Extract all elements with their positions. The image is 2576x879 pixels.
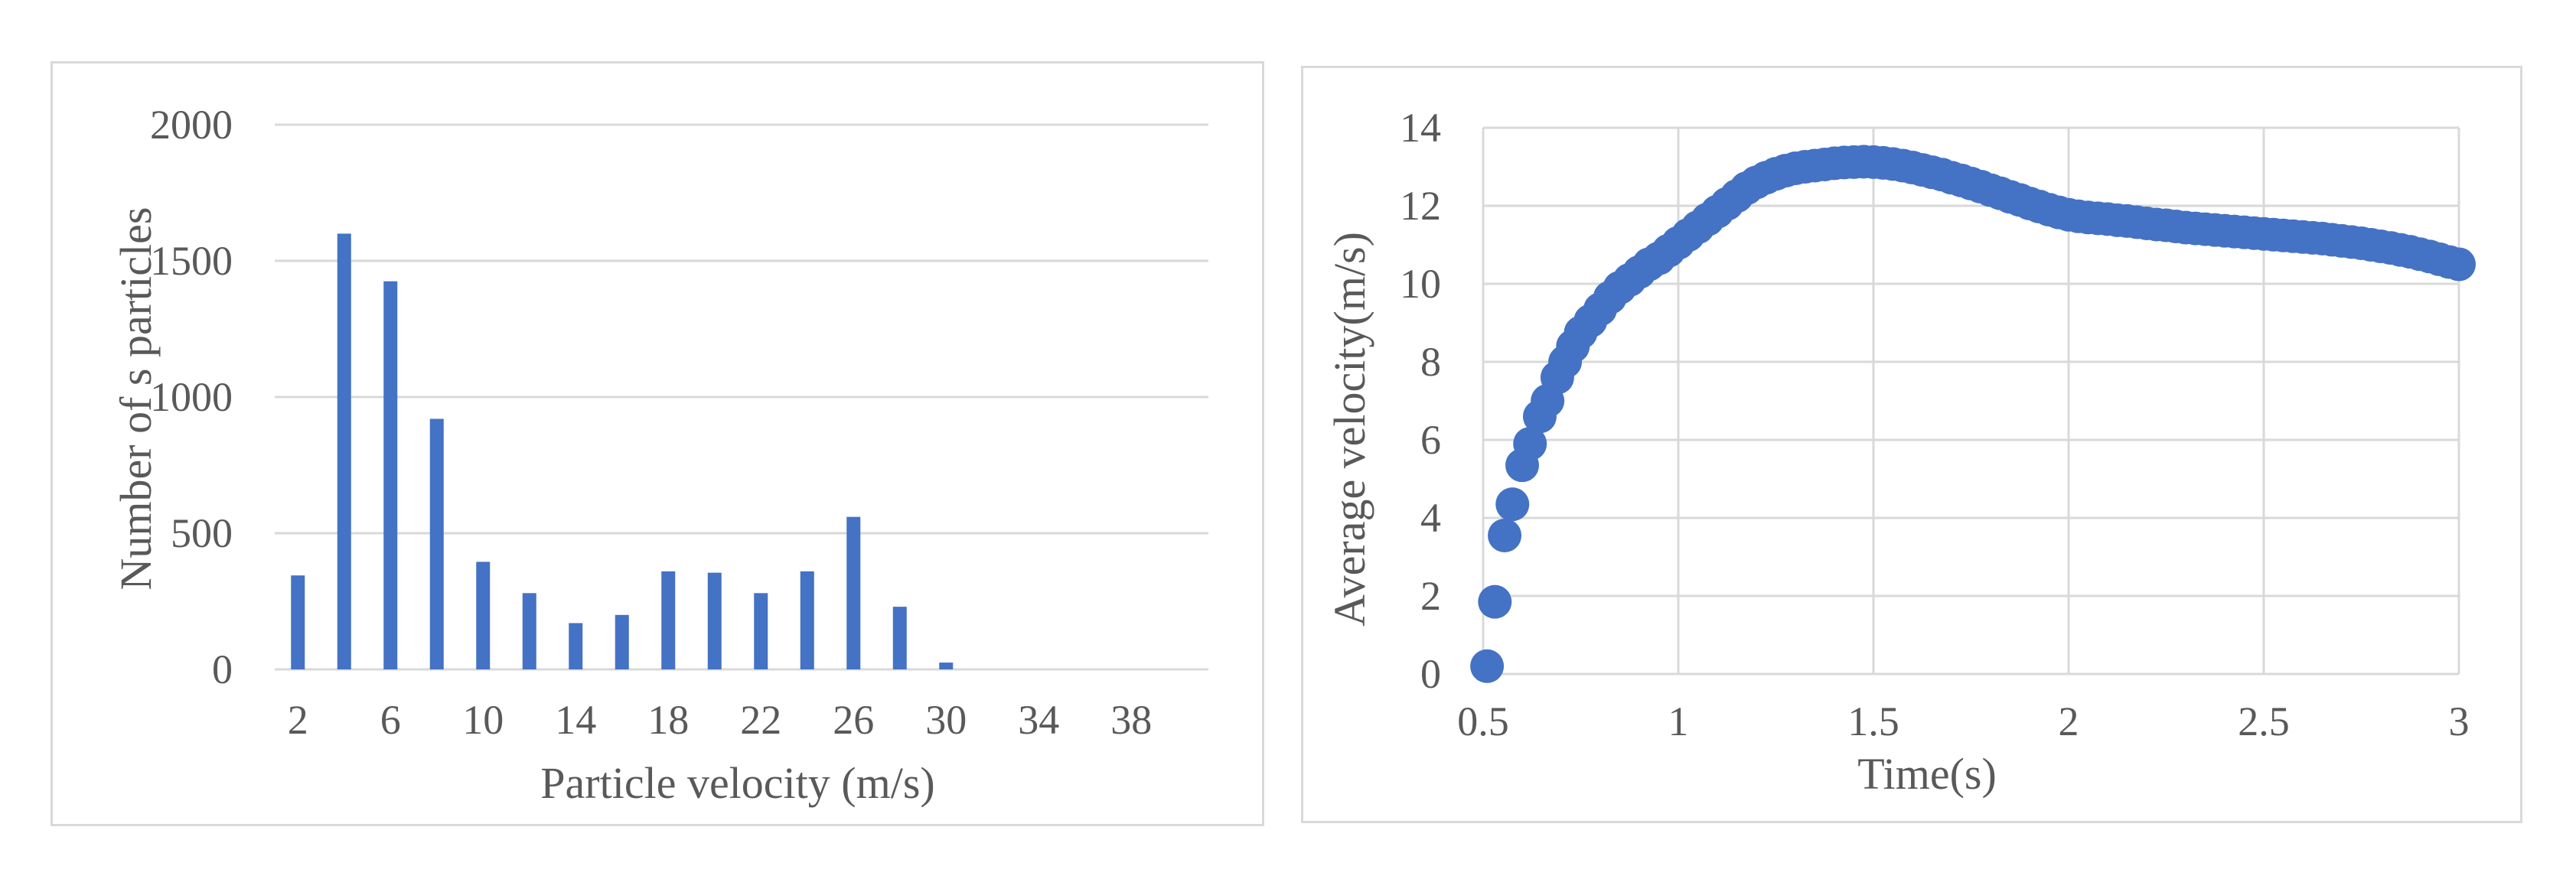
x-tick-label-8: 34	[1018, 697, 1059, 743]
bar-10	[476, 562, 491, 669]
bar-28	[892, 607, 907, 669]
average-velocity-chart: 0 2 4 6 8 10 12 14 0.5 1 1.5 2 2.5 3 Time(s) Average ve…	[1325, 105, 2476, 799]
y-tick-label-4: 8	[1420, 339, 1441, 385]
x-tick-label-9: 38	[1110, 697, 1152, 743]
y-tick-label-4: 2000	[150, 102, 233, 148]
x-tick-label-3: 2	[2059, 698, 2079, 744]
x-tick-label-5: 22	[740, 697, 781, 743]
bar-24	[800, 571, 814, 669]
x-tick-label-0: 2	[288, 697, 308, 743]
y-tick-label-2: 1000	[150, 374, 233, 420]
y-tick-label-6: 12	[1400, 183, 1441, 229]
bar-26	[846, 516, 861, 669]
y-axis-title: Average velocity(m/s)	[1325, 232, 1374, 627]
bar-22	[754, 593, 768, 669]
x-tick-label-3: 14	[555, 697, 596, 743]
x-tick-label-5: 3	[2449, 698, 2470, 744]
histogram-chart-panel: 0 500 1000 1500 2000 2 6 10 14 18 22 26 30 34 38 Partic…	[51, 61, 1264, 826]
y-tick-label-5: 10	[1400, 261, 1441, 307]
bar-16	[615, 614, 629, 669]
bar-30	[939, 663, 954, 669]
data-point-1	[1478, 584, 1512, 619]
data-point-5	[1513, 427, 1547, 461]
x-axis-title: Particle velocity (m/s)	[540, 758, 934, 808]
x-tick-label-7: 30	[925, 697, 967, 743]
bar-2	[291, 575, 305, 669]
average-velocity-chart-panel: 0 2 4 6 8 10 12 14 0.5 1 1.5 2 2.5 3 Time(s) Average ve…	[1301, 66, 2522, 823]
x-tick-label-2: 1.5	[1847, 698, 1899, 744]
bar-20	[707, 572, 722, 669]
y-tick-label-1: 2	[1420, 573, 1441, 619]
x-tick-label-2: 10	[462, 697, 504, 743]
bar-12	[522, 593, 536, 669]
bar-8	[429, 418, 444, 669]
y-tick-label-1: 500	[171, 510, 233, 556]
data-point-101	[2442, 247, 2476, 282]
bar-6	[383, 281, 398, 669]
x-tick-label-0: 0.5	[1457, 698, 1509, 744]
x-axis-title: Time(s)	[1857, 749, 1997, 799]
data-point-0	[1470, 649, 1505, 683]
data-point-2	[1488, 518, 1522, 552]
y-tick-label-2: 4	[1420, 495, 1441, 541]
bar-18	[661, 571, 676, 669]
y-tick-label-3: 1500	[150, 238, 233, 284]
y-tick-label-0: 0	[212, 646, 233, 692]
y-tick-label-0: 0	[1420, 651, 1441, 697]
y-tick-label-7: 14	[1400, 105, 1441, 151]
x-tick-label-4: 18	[647, 697, 689, 743]
bar-4	[337, 233, 351, 669]
x-tick-label-6: 26	[833, 697, 874, 743]
x-tick-label-1: 1	[1668, 698, 1689, 744]
x-tick-label-4: 2.5	[2238, 698, 2290, 744]
data-point-3	[1495, 487, 1530, 522]
bar-14	[569, 623, 583, 669]
x-tick-label-1: 6	[380, 697, 401, 743]
y-axis-title: Number of s particles	[111, 207, 161, 591]
y-tick-label-3: 6	[1420, 417, 1441, 463]
